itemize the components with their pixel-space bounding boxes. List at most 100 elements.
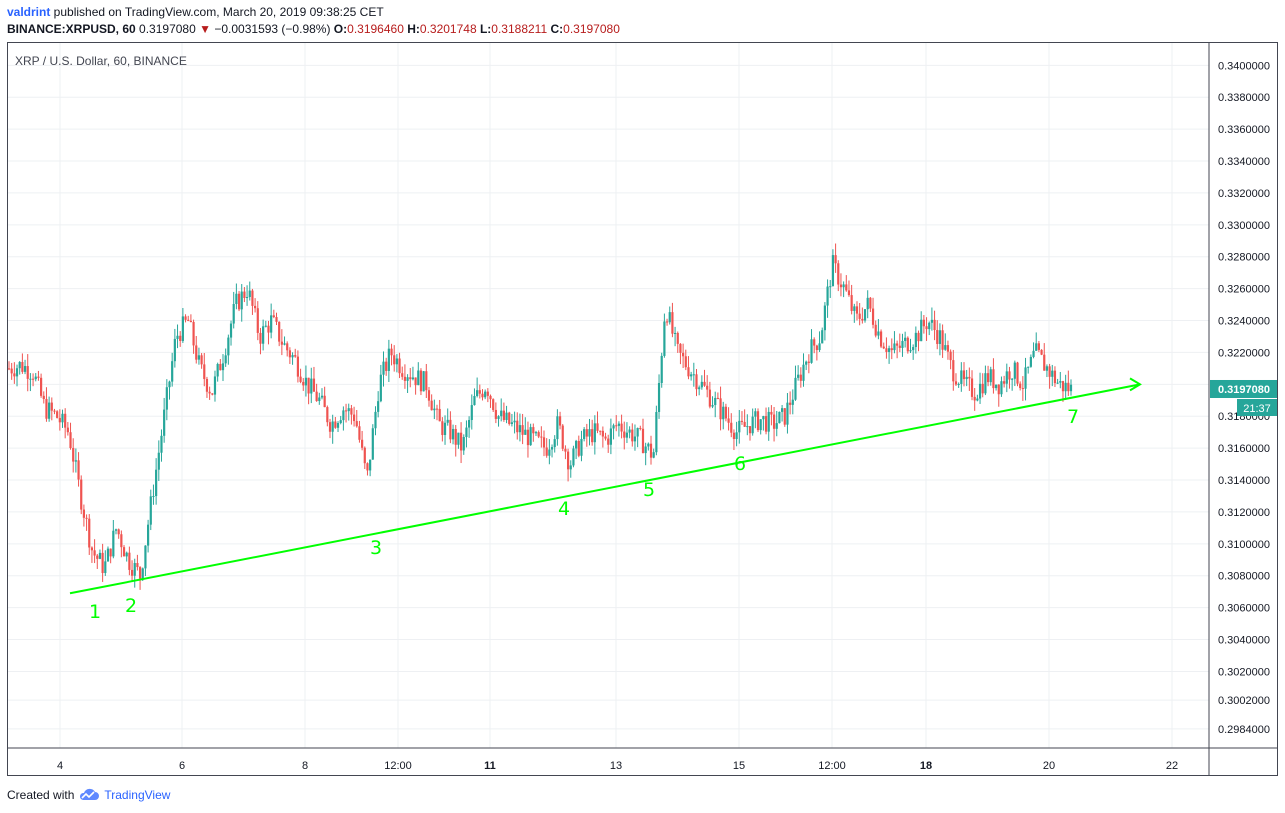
candle-body xyxy=(1053,370,1057,384)
candle-body xyxy=(596,423,599,431)
candle-body xyxy=(312,378,316,392)
candle-body xyxy=(615,425,618,427)
candle-body xyxy=(1000,381,1003,395)
candle-body xyxy=(26,366,29,379)
candle-body xyxy=(114,529,118,531)
candle-body xyxy=(473,395,476,406)
candle-body xyxy=(85,517,88,519)
candle-body xyxy=(684,356,687,368)
candle-body xyxy=(98,552,102,559)
candle-body xyxy=(149,496,152,525)
candle-body xyxy=(334,421,337,428)
candle-body xyxy=(917,332,920,342)
candle-body xyxy=(896,343,899,346)
candle-body xyxy=(700,381,703,388)
candle-body xyxy=(1045,366,1049,371)
candle-body xyxy=(893,343,896,351)
candle-body xyxy=(714,397,717,406)
candle-body xyxy=(944,345,947,350)
candle-body xyxy=(577,440,580,456)
candle-body xyxy=(874,324,877,336)
candle-body xyxy=(791,399,794,405)
candle-body xyxy=(545,447,548,456)
candle-body xyxy=(743,421,746,427)
candle-body xyxy=(160,435,163,453)
candle-body xyxy=(328,422,332,432)
y-tick-label: 0.3080000 xyxy=(1218,571,1270,583)
candle-body xyxy=(692,374,695,376)
candle-body xyxy=(663,321,666,356)
candle-body xyxy=(430,400,433,411)
candle-body xyxy=(497,416,500,419)
candle-body xyxy=(703,381,706,386)
candle-body xyxy=(797,374,800,378)
candle-body xyxy=(566,451,570,470)
candle-body xyxy=(454,428,457,445)
candle-body xyxy=(829,286,832,288)
author-link[interactable]: valdrint xyxy=(7,5,51,19)
candle-body xyxy=(1056,382,1059,384)
candle-body xyxy=(540,436,543,438)
candle-body xyxy=(53,410,56,412)
candle-body xyxy=(387,348,390,371)
y-tick-label: 0.3360000 xyxy=(1218,124,1270,136)
candle-body xyxy=(802,364,805,381)
candle-body xyxy=(476,390,479,396)
candle-body xyxy=(724,406,728,419)
candle-body xyxy=(1016,362,1019,384)
candle-body xyxy=(363,447,366,464)
candle-body xyxy=(152,496,155,498)
candle-body xyxy=(748,426,752,434)
y-tick-label: 0.3160000 xyxy=(1218,443,1270,455)
candle-body xyxy=(633,436,637,442)
trendline xyxy=(69,383,1141,595)
candle-body xyxy=(879,331,883,347)
candle-body xyxy=(361,439,364,448)
candle-body xyxy=(23,366,27,372)
candle-body xyxy=(492,399,495,410)
candle-body xyxy=(668,312,671,323)
candle-body xyxy=(930,319,933,323)
candle-body xyxy=(652,452,655,458)
candle-body xyxy=(858,313,861,319)
tradingview-link[interactable]: TradingView xyxy=(104,788,171,802)
chart-frame[interactable] xyxy=(7,42,1278,776)
candle-body xyxy=(949,351,952,361)
candle-body xyxy=(240,291,243,310)
y-tick-label: 0.3040000 xyxy=(1218,635,1270,647)
x-tick-label: 18 xyxy=(920,760,932,772)
candle-body xyxy=(636,427,639,437)
candle-body xyxy=(419,370,423,392)
candle-body xyxy=(280,341,283,345)
candle-body xyxy=(104,561,107,574)
candle-body xyxy=(355,421,358,427)
candle-body xyxy=(264,325,267,327)
candle-body xyxy=(1029,356,1032,367)
candle-body xyxy=(336,423,340,428)
candle-body xyxy=(427,390,431,401)
candle-body xyxy=(64,413,67,428)
candle-body xyxy=(56,411,59,418)
candle-body xyxy=(978,383,982,399)
candle-body xyxy=(687,367,690,377)
candle-body xyxy=(853,306,856,311)
y-tick-label: 0.3120000 xyxy=(1218,507,1270,519)
down-triangle-icon: ▼ xyxy=(199,22,212,36)
footer: Created with TradingView xyxy=(7,788,170,802)
y-tick-label: 0.3260000 xyxy=(1218,284,1270,296)
candle-body xyxy=(272,315,275,318)
candle-body xyxy=(187,319,190,321)
candle-body xyxy=(695,374,698,390)
candle-body xyxy=(628,429,631,433)
candle-body xyxy=(369,459,372,471)
candle-body xyxy=(583,429,586,439)
candle-body xyxy=(179,335,182,341)
candle-body xyxy=(585,429,588,437)
candle-body xyxy=(738,420,741,433)
candle-body xyxy=(441,421,444,436)
candle-body xyxy=(1064,382,1067,392)
y-tick-label: 0.3140000 xyxy=(1218,475,1270,487)
candle-body xyxy=(184,316,187,320)
x-tick-label: 12:00 xyxy=(384,760,412,772)
